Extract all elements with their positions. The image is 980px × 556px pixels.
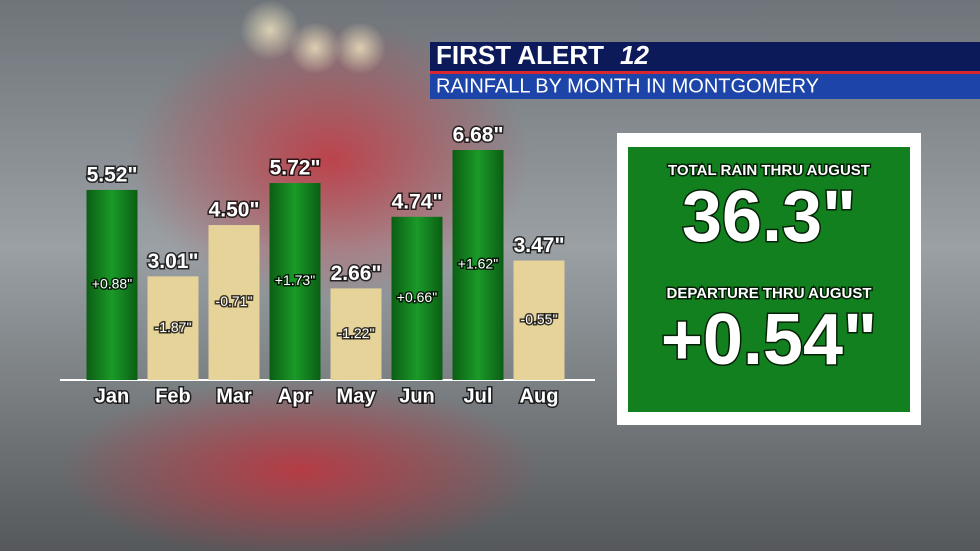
value-label: 4.74" [392,190,443,213]
value-label: 5.72" [270,157,321,180]
summary-panel [628,147,910,412]
x-tick-label: Feb [155,385,191,407]
bar [269,183,321,380]
bar [330,288,382,380]
x-tick-label: May [337,385,377,407]
departure-label: -0.71" [216,293,253,309]
value-label: 3.47" [514,234,565,257]
departure-label: +1.62" [458,256,498,272]
bar [391,216,443,380]
x-tick-label: Jan [95,385,129,407]
value-label: 6.68" [453,124,504,147]
departure-label: -1.87" [155,319,192,335]
subheader-bar [430,74,980,99]
departure-label: +0.66" [397,289,437,305]
departure-label: +0.88" [92,276,132,292]
bar [513,260,565,380]
departure-label: DEPARTURE THRU AUGUST [667,285,872,302]
total-value: 36.3" [682,177,856,257]
x-tick-label: Jun [399,385,435,407]
value-label: 5.52" [87,163,138,186]
x-tick-label: Mar [216,385,252,407]
departure-label: -1.22" [338,325,375,341]
x-tick-label: Apr [278,385,313,407]
bar [147,276,199,380]
channel: 12 [620,40,649,70]
brand: FIRST ALERT [436,40,604,70]
departure-value: +0.54" [661,300,877,380]
x-tick-label: Jul [464,385,493,407]
bar [86,189,138,380]
value-label: 3.01" [148,250,199,273]
bar [452,150,504,380]
header-stripe [430,71,980,74]
bar [208,225,260,380]
title: RAINFALL BY MONTH IN MONTGOMERY [436,75,819,97]
departure-label: -0.55" [521,311,558,327]
bg-light [334,22,386,74]
departure-label: +1.73" [275,272,315,288]
bg-light [289,22,341,74]
x-tick-label: Aug [520,385,559,407]
header-bar [430,42,980,71]
value-label: 4.50" [209,199,260,222]
bg-blur [60,380,540,556]
value-label: 2.66" [331,262,382,285]
bg-light [240,0,300,60]
total-label: TOTAL RAIN THRU AUGUST [668,162,870,179]
